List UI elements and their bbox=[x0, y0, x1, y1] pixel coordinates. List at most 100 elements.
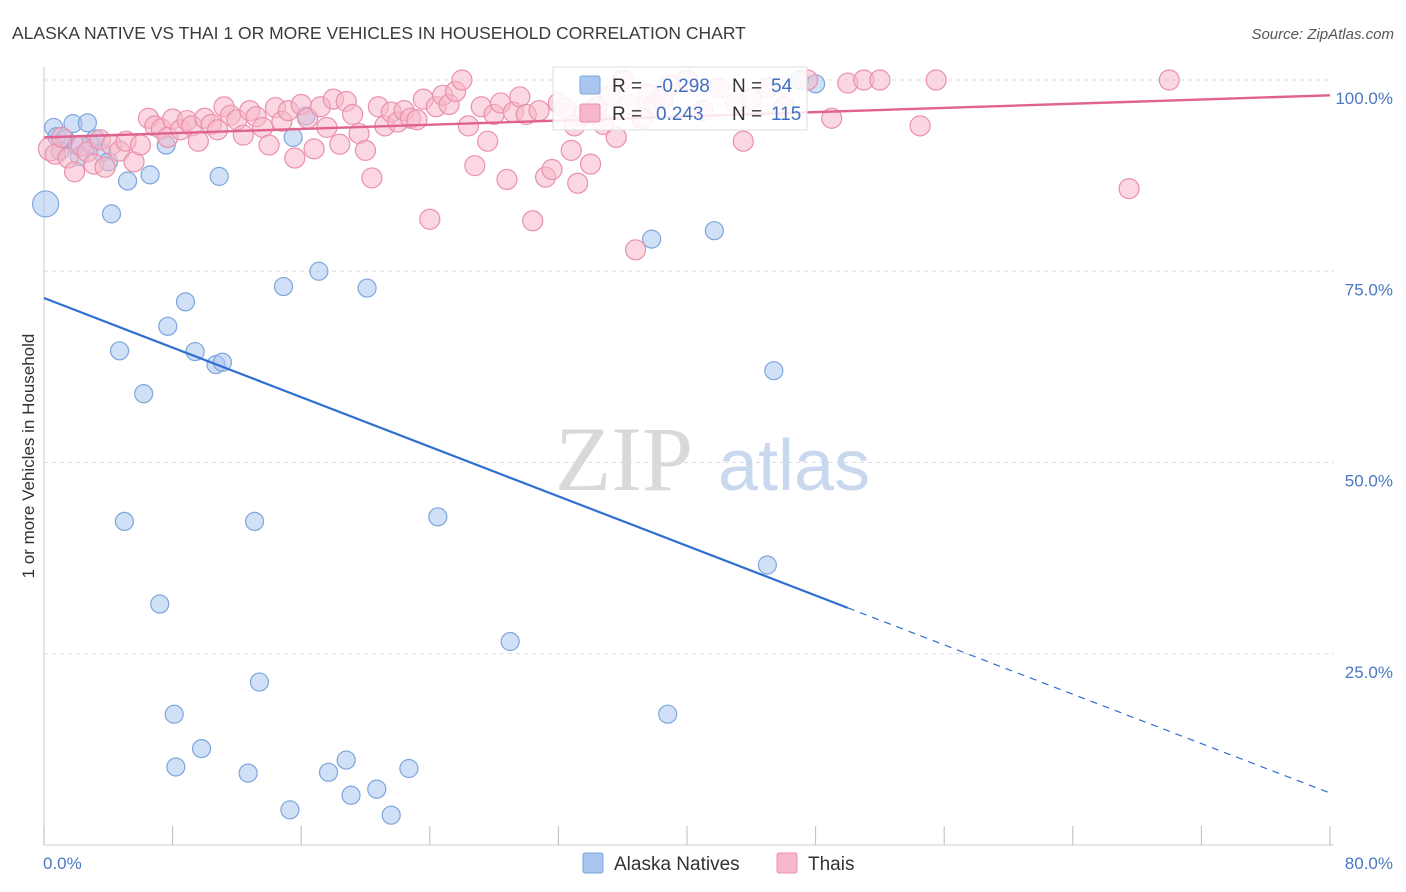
point-alaska-26 bbox=[273, 276, 294, 297]
point-thais-47 bbox=[342, 103, 364, 126]
point-thais-75 bbox=[522, 210, 544, 232]
point-alaska-45 bbox=[399, 758, 419, 779]
point-thais-65 bbox=[457, 115, 479, 137]
y-axis-title: 1 or more Vehicles in Household bbox=[19, 334, 38, 579]
point-thais-23 bbox=[187, 130, 209, 152]
point-thais-81 bbox=[560, 139, 582, 161]
point-thais-109 bbox=[869, 69, 891, 91]
point-alaska-28 bbox=[357, 278, 377, 298]
point-alaska-13 bbox=[117, 171, 138, 191]
point-thais-71 bbox=[496, 168, 518, 191]
legend-r-value-1: -0.298 bbox=[656, 76, 710, 97]
point-thais-111 bbox=[925, 69, 947, 91]
legend-swatch-pink bbox=[579, 103, 601, 123]
point-thais-49 bbox=[354, 139, 377, 161]
series-alaska bbox=[32, 70, 826, 825]
point-alaska-50 bbox=[658, 704, 678, 724]
series-legend-label-alaska: Alaska Natives bbox=[614, 854, 740, 875]
point-thais-30 bbox=[232, 124, 254, 146]
point-alaska-32 bbox=[150, 594, 170, 614]
point-alaska-12 bbox=[101, 204, 122, 224]
point-alaska-16 bbox=[209, 166, 229, 186]
watermark: ZIP atlas bbox=[555, 408, 870, 510]
point-alaska-22 bbox=[175, 292, 196, 312]
point-alaska-41 bbox=[336, 750, 356, 770]
watermark-zip: ZIP bbox=[555, 408, 693, 510]
point-alaska-21 bbox=[158, 316, 178, 336]
point-alaska-0 bbox=[32, 190, 60, 218]
series-legend-label-thais: Thais bbox=[808, 854, 854, 875]
point-thais-113 bbox=[1158, 69, 1180, 91]
point-alaska-20 bbox=[109, 341, 130, 361]
x-tick-label-end: 80.0% bbox=[1345, 854, 1393, 873]
point-alaska-49 bbox=[757, 555, 777, 575]
point-thais-50 bbox=[361, 167, 383, 189]
point-thais-9 bbox=[94, 156, 116, 178]
y-tick-labels: 25.0% 50.0% 75.0% 100.0% bbox=[1335, 89, 1393, 682]
point-thais-110 bbox=[909, 115, 931, 137]
point-thais-82 bbox=[567, 172, 589, 194]
legend-swatch-blue bbox=[579, 75, 601, 95]
grid-layer bbox=[43, 67, 1334, 846]
point-alaska-47 bbox=[704, 221, 724, 241]
point-alaska-37 bbox=[191, 739, 212, 759]
point-thais-41 bbox=[303, 138, 325, 160]
legend-n-label-2: N = bbox=[732, 104, 762, 125]
point-alaska-17 bbox=[283, 127, 303, 147]
y-tick-label-0: 25.0% bbox=[1345, 663, 1393, 682]
point-thais-4 bbox=[63, 161, 86, 183]
y-tick-label-1: 50.0% bbox=[1345, 472, 1393, 491]
point-alaska-27 bbox=[309, 261, 329, 281]
point-thais-101 bbox=[732, 130, 754, 152]
point-thais-33 bbox=[252, 116, 274, 139]
point-alaska-48 bbox=[764, 361, 784, 381]
x-tick-label-start: 0.0% bbox=[43, 854, 82, 873]
chart-source: Source: ZipAtlas.com bbox=[1251, 26, 1394, 43]
point-alaska-44 bbox=[381, 805, 401, 825]
point-thais-68 bbox=[477, 130, 499, 152]
point-thais-66 bbox=[464, 155, 486, 177]
series-legend-swatch-thais bbox=[776, 852, 798, 874]
point-alaska-35 bbox=[164, 704, 184, 724]
point-alaska-34 bbox=[249, 672, 270, 692]
point-thais-26 bbox=[207, 119, 229, 141]
legend-r-label-1: R = bbox=[612, 76, 642, 97]
point-thais-38 bbox=[284, 147, 306, 169]
correlation-legend: R = -0.298 N = 54 R = 0.243 N = 115 bbox=[552, 66, 808, 131]
point-alaska-43 bbox=[367, 779, 387, 799]
point-alaska-23 bbox=[185, 341, 205, 362]
chart-title: ALASKA NATIVE VS THAI 1 OR MORE VEHICLES… bbox=[12, 23, 746, 43]
legend-n-label-1: N = bbox=[732, 76, 762, 97]
point-thais-59 bbox=[419, 208, 441, 230]
point-thais-112 bbox=[1118, 178, 1140, 200]
point-alaska-31 bbox=[428, 507, 448, 527]
trend-line-alaska bbox=[43, 296, 849, 609]
series-legend: Alaska Natives Thais bbox=[582, 852, 854, 875]
point-thais-34 bbox=[258, 134, 280, 156]
point-alaska-36 bbox=[166, 757, 186, 777]
point-thais-64 bbox=[451, 69, 473, 91]
point-alaska-33 bbox=[500, 631, 520, 652]
point-thais-76 bbox=[528, 99, 550, 122]
point-alaska-14 bbox=[140, 165, 160, 185]
point-alaska-39 bbox=[280, 800, 300, 820]
point-thais-73 bbox=[509, 86, 531, 108]
series-legend-swatch-alaska bbox=[582, 852, 604, 874]
legend-n-value-2: 115 bbox=[771, 104, 801, 125]
point-thais-106 bbox=[821, 107, 843, 129]
y-tick-label-2: 75.0% bbox=[1345, 280, 1393, 299]
y-tick-label-3: 100.0% bbox=[1335, 89, 1393, 108]
point-alaska-42 bbox=[341, 785, 361, 805]
point-thais-84 bbox=[579, 153, 602, 175]
point-alaska-38 bbox=[238, 763, 258, 783]
point-thais-78 bbox=[541, 158, 563, 181]
point-alaska-7 bbox=[77, 113, 98, 133]
trend-line-alaska-extension bbox=[847, 607, 1331, 794]
legend-r-label-2: R = bbox=[612, 104, 642, 125]
point-alaska-46 bbox=[642, 229, 662, 249]
point-thais-14 bbox=[129, 134, 152, 156]
legend-r-value-2: 0.243 bbox=[656, 104, 704, 125]
legend-n-value-1: 54 bbox=[771, 76, 793, 97]
point-thais-45 bbox=[329, 133, 351, 155]
